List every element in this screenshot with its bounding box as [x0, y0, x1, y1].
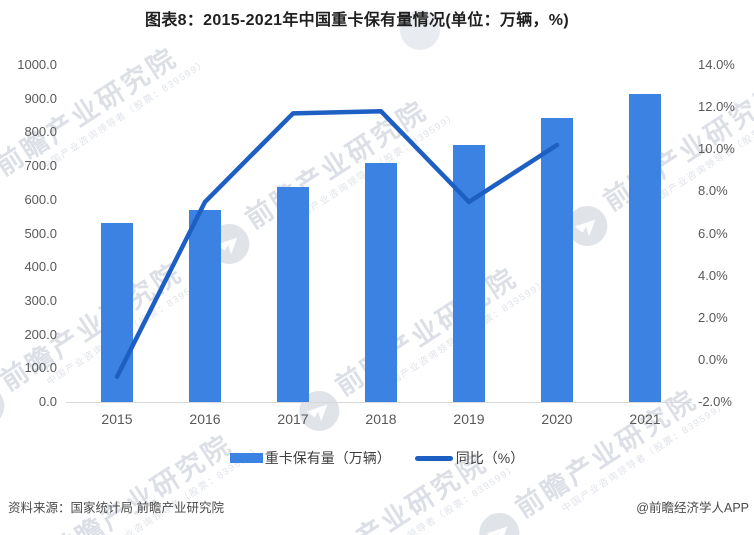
bar-2019 [453, 144, 485, 402]
source-text: 资料来源：国家统计局 前瞻产业研究院 [8, 501, 224, 515]
chart-title: 图表8：2015-2021年中国重卡保有量情况(单位：万辆，%) [145, 12, 569, 29]
bar-2018 [365, 162, 397, 402]
right-axis-tick: 2.0% [698, 309, 728, 325]
legend-bar-swatch [229, 453, 263, 463]
legend: 重卡保有量（万辆） 同比（%） [0, 448, 754, 468]
x-axis-label-2019: 2019 [453, 411, 485, 427]
left-axis-tick: 200.0 [24, 326, 57, 342]
right-axis-tick: 10.0% [698, 141, 735, 157]
bar-2020 [541, 118, 573, 402]
left-axis-tick: 400.0 [24, 259, 57, 275]
right-axis-tick: 12.0% [698, 99, 735, 115]
left-axis-tick: 800.0 [24, 124, 57, 140]
left-axis-tick: 500.0 [24, 225, 57, 241]
left-axis-tick: 700.0 [24, 158, 57, 174]
right-axis-tick: -2.0% [698, 394, 732, 409]
x-axis-label-2016: 2016 [189, 411, 221, 427]
watermark-text: 前瞻产业研究院 [45, 429, 238, 535]
x-axis-label-2021: 2021 [629, 411, 661, 427]
x-axis-line [66, 402, 692, 403]
right-axis-tick: 6.0% [698, 225, 728, 241]
left-axis-tick: 300.0 [24, 292, 57, 308]
watermark: 前瞻产业研究院中国产业咨询领导者（股票：839599） [6, 418, 264, 535]
legend-line-swatch [414, 455, 453, 461]
footer: 资料来源：国家统计局 前瞻产业研究院 @前瞻经济学人APP [8, 500, 749, 516]
right-axis-tick: 4.0% [698, 267, 728, 283]
x-axis-label-2017: 2017 [277, 411, 309, 427]
watermark-subtext: 中国产业咨询领导者（股票：839599） [350, 462, 520, 535]
left-axis-tick: 1000.0 [17, 57, 57, 72]
right-axis-tick: 8.0% [698, 183, 728, 199]
bar-2021 [629, 94, 661, 402]
left-axis-tick: 600.0 [24, 191, 57, 207]
left-axis-tick: 100.0 [24, 360, 57, 376]
left-axis-tick: 0.0 [38, 394, 57, 409]
left-axis-tick: 900.0 [24, 90, 57, 106]
bar-2016 [189, 209, 221, 402]
legend-bar-label: 重卡保有量（万辆） [264, 450, 391, 466]
right-axis-tick: 0.0% [698, 351, 728, 367]
bar-2017 [277, 187, 309, 402]
x-axis-label-2018: 2018 [365, 411, 397, 427]
legend-line-label: 同比（%） [455, 450, 525, 466]
x-axis-label-2015: 2015 [101, 411, 133, 427]
right-axis-tick: 14.0% [698, 57, 735, 72]
yoy-line-path [114, 109, 560, 379]
credit-text: @前瞻经济学人APP [636, 501, 749, 515]
line-series [114, 109, 560, 379]
x-axis-label-2020: 2020 [541, 411, 573, 427]
